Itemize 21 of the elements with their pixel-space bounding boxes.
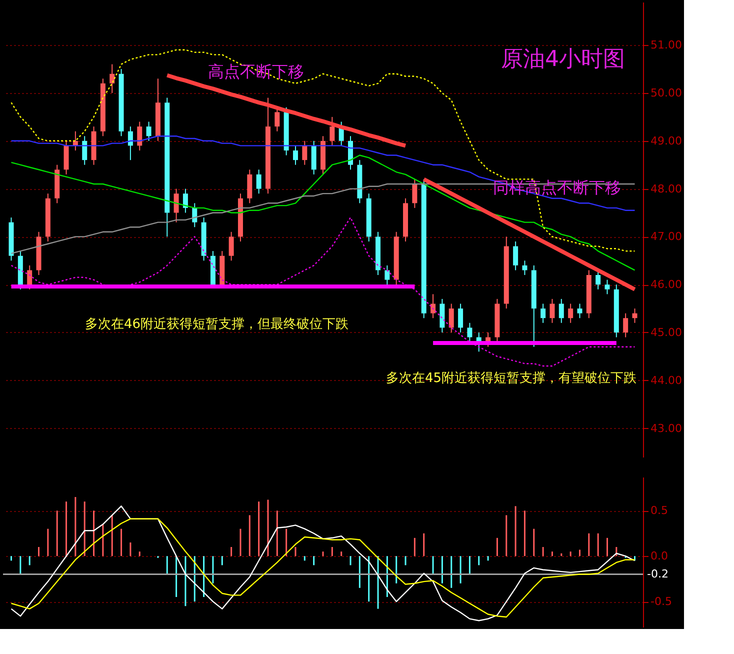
text: 原油4小时图 [501,47,625,72]
y-tick-label: 51.00 [650,38,682,52]
y-tick-label: 45.00 [650,326,682,339]
y-tick-label: 49.00 [650,134,682,148]
annotation: 高点不断下移 [208,62,304,81]
line-series [422,177,637,292]
y-tick-label: 0.5 [650,504,668,518]
y-tick-label: 50.00 [650,86,682,100]
annotation: 多次在45附近获得短暂支撑，有望破位下跌 [386,371,637,386]
y-tick-label: 0.0 [650,550,668,563]
line-series [10,154,636,271]
y-tick-label: 48.00 [650,182,682,196]
line-series [10,49,636,252]
y-tick-label: 43.00 [650,422,682,435]
ref-line-label: -0.2 [647,567,668,580]
y-tick-label: 44.00 [650,374,682,387]
y-tick-label: 47.00 [650,230,682,244]
y-tick-label: 46.00 [650,278,682,292]
annotation: 多次在46附近获得短暂支撑，但最终破位下跌 [85,317,349,332]
line-series [10,216,636,367]
y-tick-label: -0.5 [650,595,672,608]
